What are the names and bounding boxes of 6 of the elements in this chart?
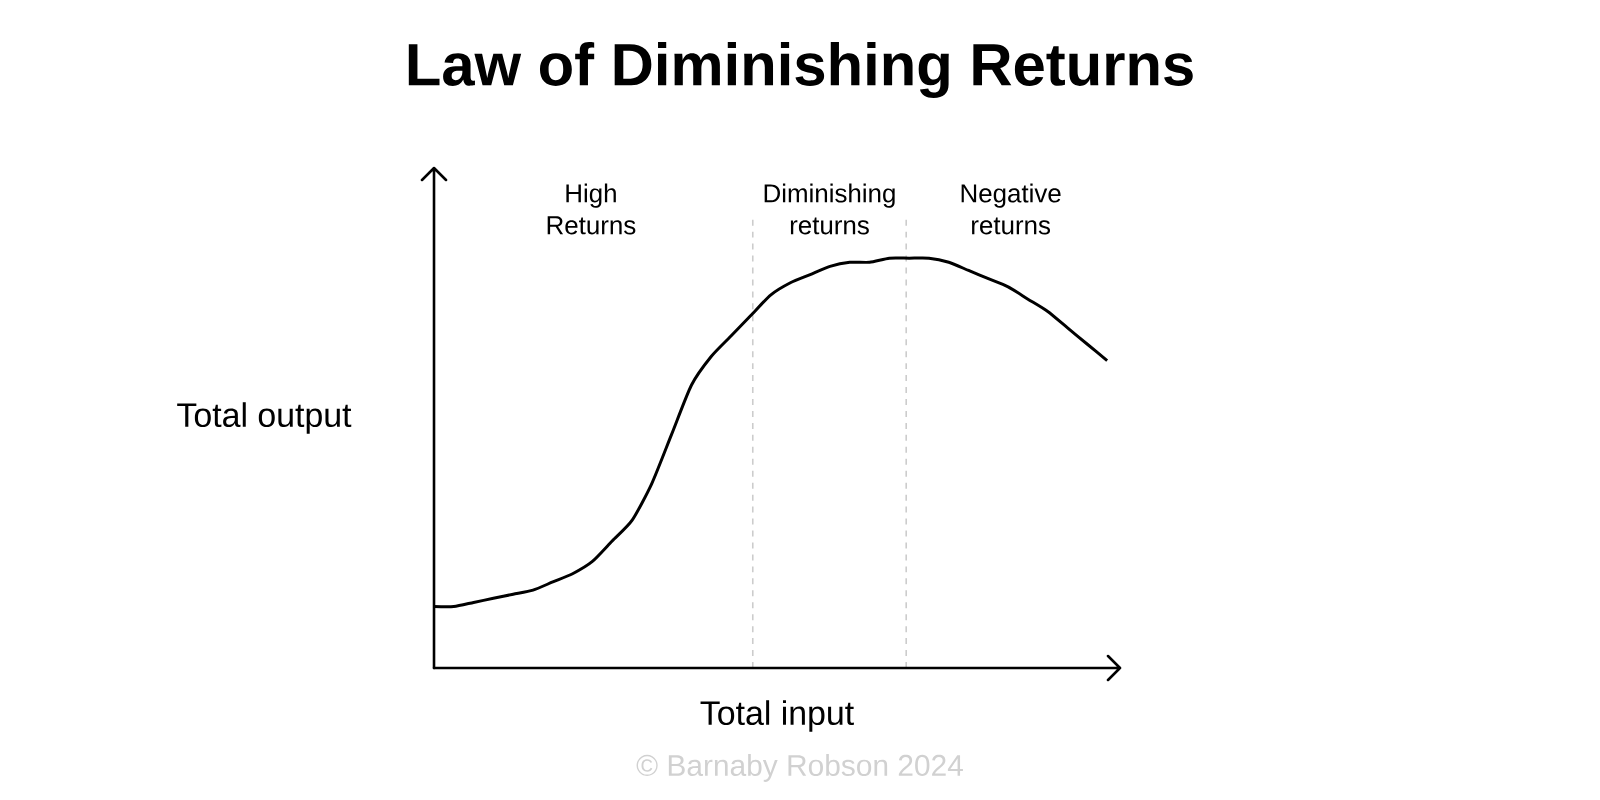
text: Diminishing returns — [764, 183, 895, 235]
text: High Returns — [547, 183, 636, 235]
chart-title: Law of Diminishing Returns — [408, 42, 1193, 98]
y-axis-title: Total output — [177, 402, 352, 434]
text: Negative returns — [961, 183, 1061, 235]
x-axis-title: Total input — [700, 700, 854, 732]
